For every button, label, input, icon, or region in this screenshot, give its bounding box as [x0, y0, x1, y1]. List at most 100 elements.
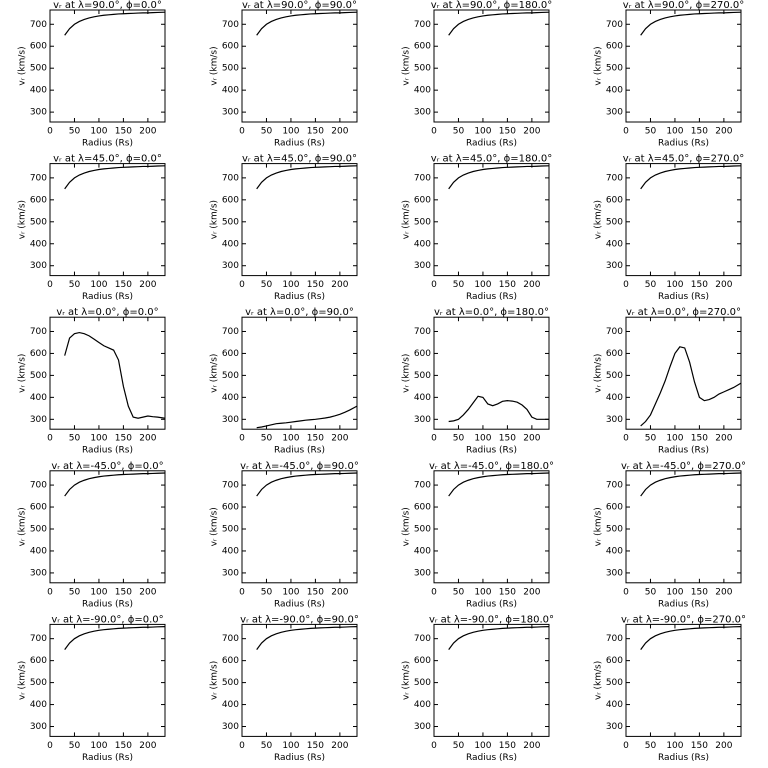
x-tick-label: 200	[331, 280, 348, 290]
y-tick-label: 300	[30, 415, 47, 425]
y-tick-label: 600	[30, 503, 47, 513]
x-tick-label: 200	[139, 280, 156, 290]
y-tick-label: 300	[606, 415, 623, 425]
y-tick-label: 700	[30, 327, 47, 337]
x-tick-label: 100	[666, 741, 683, 751]
plot-frame	[625, 470, 742, 584]
x-tick-label: 50	[261, 587, 273, 597]
x-axis-label: Radius (Rs)	[658, 599, 709, 609]
y-tick-label: 500	[414, 678, 431, 688]
x-tick-label: 100	[282, 280, 299, 290]
y-tick-label: 400	[606, 393, 623, 403]
data-line	[640, 472, 742, 497]
y-tick-label: 600	[606, 656, 623, 666]
y-tick-label: 300	[606, 261, 623, 271]
plot-frame	[49, 470, 166, 584]
x-tick-label: 200	[139, 587, 156, 597]
data-line	[64, 165, 166, 190]
x-tick-label: 200	[139, 127, 156, 137]
y-tick-label: 600	[222, 503, 239, 513]
y-axis-label: vᵣ (km/s)	[402, 200, 412, 239]
x-tick-label: 50	[69, 280, 81, 290]
y-tick-label: 700	[222, 20, 239, 30]
x-tick-label: 200	[139, 434, 156, 444]
x-tick-label: 0	[623, 741, 629, 751]
panel-title: vᵣ at λ=-90.0°, ϕ=0.0°	[51, 614, 163, 625]
x-tick-label: 50	[645, 280, 657, 290]
x-tick-label: 100	[474, 127, 491, 137]
x-axis-label: Radius (Rs)	[274, 292, 325, 302]
y-tick-label: 600	[606, 195, 623, 205]
x-tick-label: 150	[115, 127, 132, 137]
x-tick-label: 150	[691, 741, 708, 751]
y-tick-label: 500	[606, 678, 623, 688]
x-tick-label: 50	[645, 587, 657, 597]
panel-title: vᵣ at λ=45.0°, ϕ=0.0°	[53, 154, 162, 165]
x-tick-label: 0	[431, 280, 437, 290]
y-tick-label: 300	[414, 568, 431, 578]
x-tick-label: 0	[239, 434, 245, 444]
panel-title: vᵣ at λ=-45.0°, ϕ=270.0°	[621, 461, 746, 472]
y-tick-label: 500	[30, 64, 47, 74]
x-tick-label: 50	[453, 587, 465, 597]
y-axis-label: vᵣ (km/s)	[402, 507, 412, 546]
x-tick-label: 150	[499, 741, 516, 751]
y-tick-label: 300	[414, 261, 431, 271]
x-tick-label: 200	[523, 280, 540, 290]
x-tick-label: 100	[90, 587, 107, 597]
y-tick-label: 500	[414, 371, 431, 381]
x-tick-label: 200	[715, 741, 732, 751]
y-tick-label: 500	[30, 371, 47, 381]
x-tick-label: 150	[499, 587, 516, 597]
x-tick-label: 50	[453, 127, 465, 137]
y-tick-label: 500	[222, 371, 239, 381]
x-tick-label: 0	[431, 127, 437, 137]
y-tick-label: 600	[414, 195, 431, 205]
y-axis-label: vᵣ (km/s)	[18, 46, 28, 85]
x-tick-label: 50	[69, 127, 81, 137]
x-tick-label: 0	[623, 587, 629, 597]
y-tick-label: 600	[30, 195, 47, 205]
panel-title: vᵣ at λ=90.0°, ϕ=180.0°	[431, 0, 552, 11]
x-tick-label: 200	[139, 741, 156, 751]
x-tick-label: 0	[47, 741, 53, 751]
y-tick-label: 700	[606, 481, 623, 491]
plot-frame	[241, 623, 358, 737]
x-tick-label: 200	[523, 741, 540, 751]
data-line	[640, 11, 742, 36]
x-tick-label: 0	[47, 587, 53, 597]
x-tick-label: 100	[90, 434, 107, 444]
y-tick-label: 300	[222, 261, 239, 271]
x-tick-label: 150	[115, 280, 132, 290]
x-tick-label: 100	[474, 434, 491, 444]
plot-frame	[49, 9, 166, 123]
y-tick-label: 300	[606, 568, 623, 578]
y-tick-label: 300	[222, 415, 239, 425]
y-tick-label: 500	[414, 524, 431, 534]
x-tick-label: 100	[666, 127, 683, 137]
y-tick-label: 700	[414, 327, 431, 337]
x-tick-label: 100	[282, 434, 299, 444]
y-tick-label: 500	[30, 217, 47, 227]
y-tick-label: 700	[222, 481, 239, 491]
y-tick-label: 400	[30, 393, 47, 403]
y-tick-label: 600	[606, 349, 623, 359]
y-tick-label: 700	[30, 173, 47, 183]
y-tick-label: 500	[222, 678, 239, 688]
y-tick-label: 600	[606, 42, 623, 52]
panel-title: vᵣ at λ=-45.0°, ϕ=90.0°	[240, 461, 359, 472]
x-tick-label: 50	[645, 434, 657, 444]
x-tick-label: 0	[623, 127, 629, 137]
plot-frame	[433, 9, 550, 123]
data-line	[64, 331, 166, 419]
y-tick-label: 400	[30, 546, 47, 556]
data-line	[448, 165, 550, 190]
y-tick-label: 400	[222, 546, 239, 556]
y-tick-label: 300	[222, 568, 239, 578]
y-tick-label: 600	[414, 656, 431, 666]
data-line	[256, 11, 358, 36]
data-line	[256, 472, 358, 497]
x-tick-label: 50	[453, 434, 465, 444]
x-axis-label: Radius (Rs)	[82, 446, 133, 456]
